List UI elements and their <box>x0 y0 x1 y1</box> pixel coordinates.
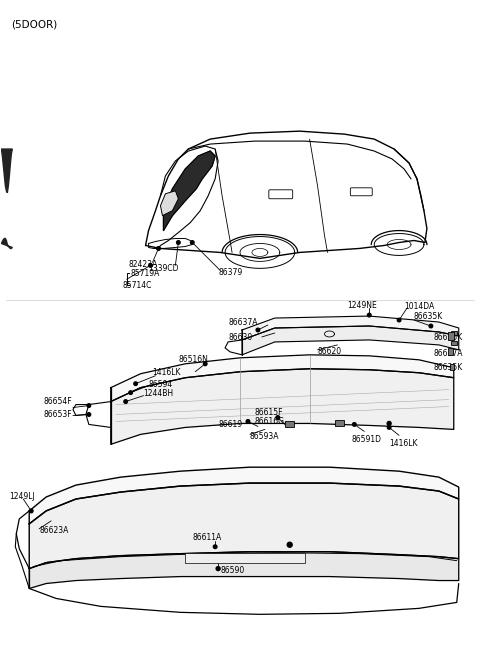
Text: 86635K: 86635K <box>414 312 443 321</box>
Text: 86593A: 86593A <box>250 432 279 441</box>
Text: 85719A: 85719A <box>131 269 160 278</box>
Text: 86637A: 86637A <box>228 318 258 327</box>
Text: 86653F: 86653F <box>43 410 72 419</box>
Text: 86516N: 86516N <box>179 356 208 364</box>
Bar <box>285 421 294 428</box>
Text: 86379: 86379 <box>218 268 242 277</box>
Circle shape <box>191 241 194 244</box>
Bar <box>451 331 457 335</box>
Text: 86623A: 86623A <box>39 526 69 535</box>
Polygon shape <box>29 467 459 524</box>
Text: 86630: 86630 <box>228 333 252 342</box>
Text: 1416LK: 1416LK <box>153 368 181 377</box>
FancyBboxPatch shape <box>269 190 293 199</box>
Text: 1249LJ: 1249LJ <box>9 491 35 501</box>
Text: 82423A: 82423A <box>129 260 158 269</box>
Polygon shape <box>29 483 459 569</box>
Bar <box>448 332 454 340</box>
Circle shape <box>387 421 391 426</box>
Circle shape <box>213 545 217 548</box>
Text: 86591D: 86591D <box>351 435 381 444</box>
Polygon shape <box>29 552 459 588</box>
Polygon shape <box>111 355 454 401</box>
Text: 86615F: 86615F <box>255 408 283 417</box>
Text: 1416LK: 1416LK <box>389 439 418 448</box>
Text: 1249NE: 1249NE <box>348 300 377 310</box>
Circle shape <box>256 328 260 332</box>
Circle shape <box>87 413 91 417</box>
Polygon shape <box>160 191 179 216</box>
Circle shape <box>397 318 401 322</box>
Polygon shape <box>1 239 12 249</box>
Bar <box>450 364 454 370</box>
Bar <box>448 348 453 356</box>
Text: 86590: 86590 <box>220 566 244 575</box>
Circle shape <box>177 241 180 244</box>
Circle shape <box>429 324 432 328</box>
Circle shape <box>129 391 132 394</box>
Text: 86620: 86620 <box>318 348 342 356</box>
Circle shape <box>204 362 207 365</box>
Polygon shape <box>111 369 454 444</box>
Circle shape <box>287 543 292 547</box>
Polygon shape <box>242 316 459 340</box>
Circle shape <box>276 416 279 419</box>
Circle shape <box>149 264 152 267</box>
Bar <box>451 341 457 345</box>
Polygon shape <box>164 151 215 230</box>
Circle shape <box>387 426 391 429</box>
Bar <box>335 420 344 426</box>
Text: 86616G: 86616G <box>255 417 285 426</box>
Circle shape <box>156 247 160 250</box>
Text: 86635K: 86635K <box>434 363 463 372</box>
Circle shape <box>29 509 33 513</box>
Text: 86619: 86619 <box>218 420 242 429</box>
Text: 85714C: 85714C <box>123 281 152 290</box>
Text: 1014DA: 1014DA <box>404 302 434 311</box>
Text: 86637A: 86637A <box>434 350 463 358</box>
Text: (5DOOR): (5DOOR) <box>12 20 58 30</box>
FancyBboxPatch shape <box>350 188 372 195</box>
Text: 86635K: 86635K <box>434 333 463 342</box>
Text: 86654F: 86654F <box>43 397 72 406</box>
Circle shape <box>352 422 356 426</box>
Text: 86594: 86594 <box>148 380 173 389</box>
Circle shape <box>134 382 137 386</box>
Polygon shape <box>242 326 459 355</box>
Polygon shape <box>1 149 12 193</box>
Text: 86611A: 86611A <box>192 533 222 543</box>
Circle shape <box>216 567 220 571</box>
Text: 1244BH: 1244BH <box>144 389 174 398</box>
Circle shape <box>368 314 371 317</box>
Circle shape <box>124 400 128 403</box>
Bar <box>185 553 305 563</box>
Circle shape <box>246 420 250 423</box>
Text: 1339CD: 1339CD <box>148 264 179 273</box>
Circle shape <box>87 403 91 407</box>
